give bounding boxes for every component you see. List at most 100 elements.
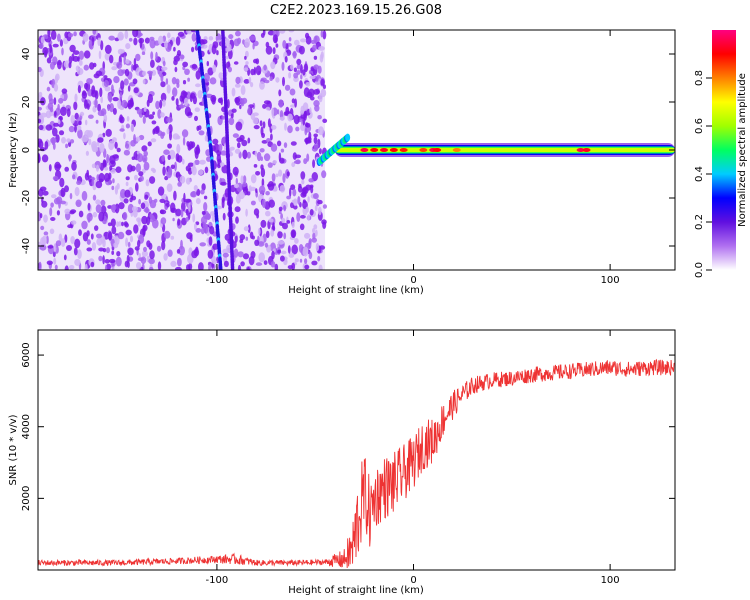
spectrogram-axes: -100 0 100 -40 -20 0 20 40 (21, 30, 675, 286)
noise-blob (124, 189, 131, 198)
noise-blob (176, 249, 181, 254)
noise-blob (318, 264, 323, 270)
noise-blob (97, 37, 101, 46)
noise-blob (172, 217, 175, 222)
noise-blob (96, 237, 103, 246)
noise-blob (260, 219, 267, 228)
noise-blob (136, 108, 143, 115)
noise-blob (107, 104, 110, 112)
noise-blob (183, 97, 189, 107)
noise-blob (117, 31, 124, 41)
noise-blob (148, 242, 153, 250)
noise-blob (143, 161, 150, 171)
noise-blob (276, 140, 282, 147)
noise-blob (74, 93, 78, 103)
noise-blob (39, 186, 47, 192)
noise-blob (258, 252, 266, 263)
noise-blob (194, 107, 200, 112)
noise-blob (145, 179, 150, 187)
noise-blob (74, 258, 81, 266)
noise-blob (108, 140, 115, 151)
noise-blob (289, 187, 292, 198)
noise-blob (233, 38, 240, 47)
noise-blob (225, 55, 229, 60)
noise-blob (160, 132, 165, 139)
noise-blob (109, 54, 114, 64)
noise-blob (64, 208, 71, 215)
noise-blob (50, 202, 54, 208)
noise-blob (253, 164, 258, 168)
noise-blob (182, 80, 187, 85)
noise-blob (103, 114, 108, 123)
noise-blob (237, 264, 242, 270)
noise-blob (192, 95, 197, 105)
noise-blob (282, 173, 286, 184)
noise-blob (247, 224, 251, 234)
noise-blob (117, 99, 122, 109)
y-tick-label: -40 (21, 238, 32, 254)
noise-blob (157, 186, 165, 196)
noise-blob (310, 39, 316, 45)
noise-blob (143, 106, 147, 112)
noise-blob (293, 114, 300, 125)
noise-blob (104, 166, 109, 171)
noise-blob (257, 241, 265, 247)
noise-blob (245, 50, 249, 58)
noise-blob (150, 59, 155, 68)
snr-frame (37, 329, 676, 571)
noise-blob (211, 44, 217, 55)
noise-blob (222, 252, 229, 258)
noise-blob (184, 68, 190, 76)
noise-blob (119, 128, 125, 132)
noise-blob (106, 153, 109, 164)
noise-blob (44, 141, 49, 150)
colorbar-tick-label: 0.4 (694, 166, 705, 182)
noise-blob (264, 79, 270, 84)
noise-blob (142, 224, 148, 232)
noise-blob (125, 181, 129, 187)
noise-blob (120, 49, 125, 54)
noise-blob (191, 63, 198, 70)
noise-blob (95, 199, 101, 205)
noise-blob (110, 218, 116, 227)
noise-blob (141, 145, 148, 152)
noise-blob (279, 116, 285, 121)
noise-blob (177, 257, 182, 267)
noise-blob (293, 198, 298, 206)
noise-blob (97, 137, 104, 143)
noise-blob (280, 148, 285, 153)
noise-blob (313, 142, 319, 151)
noise-blob (291, 162, 296, 168)
noise-blob (283, 142, 288, 149)
noise-blob (160, 73, 164, 83)
noise-blob (276, 109, 280, 115)
noise-blob (156, 245, 162, 252)
noise-blob (246, 266, 250, 270)
noise-blob (175, 98, 179, 107)
noise-blob (305, 184, 312, 191)
noise-blob (243, 79, 250, 84)
carrier-peak (576, 148, 585, 152)
noise-blob (144, 194, 149, 200)
noise-blob (161, 66, 168, 71)
noise-blob (104, 44, 112, 55)
noise-blob (127, 203, 134, 214)
noise-blob (178, 104, 185, 109)
noise-blob (235, 216, 239, 224)
noise-blob (132, 209, 138, 218)
noise-blob (191, 32, 197, 42)
noise-blob (272, 34, 278, 44)
noise-blob (219, 162, 225, 167)
noise-blob (262, 121, 266, 129)
noise-blob (147, 70, 153, 75)
noise-blob (208, 36, 214, 41)
noise-blob (186, 264, 191, 270)
noise-blob (227, 49, 233, 60)
noise-blob (90, 261, 95, 268)
noise-blob (228, 117, 235, 126)
noise-blob (196, 144, 200, 154)
noise-blob (199, 159, 206, 165)
noise-blob (166, 128, 170, 135)
noise-blob (52, 127, 58, 137)
noise-blob (95, 180, 103, 189)
